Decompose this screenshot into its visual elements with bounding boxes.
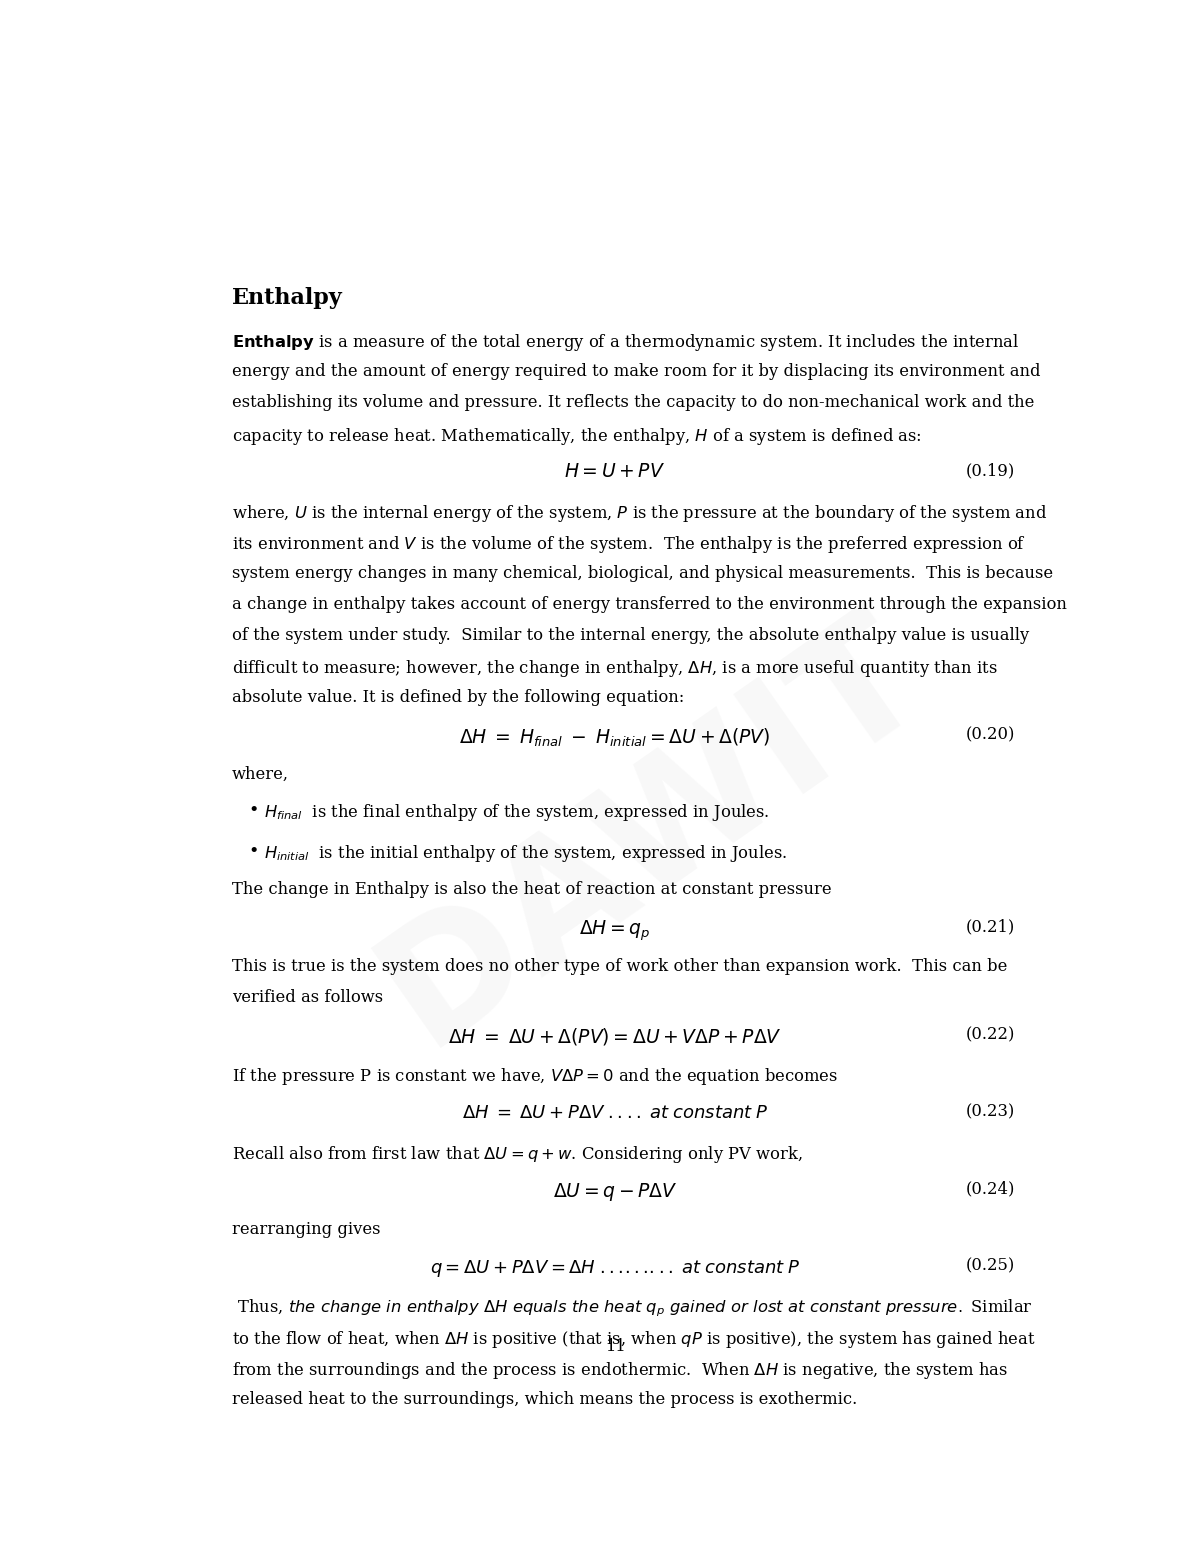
Text: Recall also from first law that $\Delta U = q + w$. Considering only PV work,: Recall also from first law that $\Delta … xyxy=(232,1143,803,1165)
Text: This is true is the system does no other type of work other than expansion work.: This is true is the system does no other… xyxy=(232,958,1007,975)
Text: of the system under study.  Similar to the internal energy, the absolute enthalp: of the system under study. Similar to th… xyxy=(232,627,1030,644)
Text: If the pressure P is constant we have, $V\Delta P = 0$ and the equation becomes: If the pressure P is constant we have, $… xyxy=(232,1067,838,1087)
Text: rearranging gives: rearranging gives xyxy=(232,1221,380,1238)
Text: (0.21): (0.21) xyxy=(966,918,1015,935)
Text: (0.19): (0.19) xyxy=(966,463,1015,480)
Text: where, $U$ is the internal energy of the system, $P$ is the pressure at the boun: where, $U$ is the internal energy of the… xyxy=(232,503,1046,523)
Text: •: • xyxy=(248,843,259,860)
Text: a change in enthalpy takes account of energy transferred to the environment thro: a change in enthalpy takes account of en… xyxy=(232,596,1067,613)
Text: $H = U + PV$: $H = U + PV$ xyxy=(564,463,666,480)
Text: $\Delta H \;=\; \Delta U + P\Delta V \;....\;at\;constant\;P$: $\Delta H \;=\; \Delta U + P\Delta V \;.… xyxy=(462,1104,768,1121)
Text: •: • xyxy=(248,803,259,820)
Text: $\mathbf{Enthalpy}$ is a measure of the total energy of a thermodynamic system. : $\mathbf{Enthalpy}$ is a measure of the … xyxy=(232,332,1019,353)
Text: (0.23): (0.23) xyxy=(966,1104,1015,1121)
Text: DAWIT: DAWIT xyxy=(352,587,953,1076)
Text: absolute value. It is defined by the following equation:: absolute value. It is defined by the fol… xyxy=(232,690,684,707)
Text: to the flow of heat, when $\Delta H$ is positive (that is, when $qP$ is positive: to the flow of heat, when $\Delta H$ is … xyxy=(232,1329,1036,1350)
Text: $\Delta H \;=\; \Delta U + \Delta(PV) = \Delta U + V\Delta P + P\Delta V$: $\Delta H \;=\; \Delta U + \Delta(PV) = … xyxy=(448,1027,782,1047)
Text: verified as follows: verified as follows xyxy=(232,989,383,1006)
Text: $\Delta H = q_p$: $\Delta H = q_p$ xyxy=(580,918,650,943)
Text: (0.22): (0.22) xyxy=(966,1027,1015,1044)
Text: energy and the amount of energy required to make room for it by displacing its e: energy and the amount of energy required… xyxy=(232,363,1040,380)
Text: difficult to measure; however, the change in enthalpy, $\Delta H$, is a more use: difficult to measure; however, the chang… xyxy=(232,658,997,679)
Text: capacity to release heat. Mathematically, the enthalpy, $H$ of a system is defin: capacity to release heat. Mathematically… xyxy=(232,426,922,447)
Text: (0.24): (0.24) xyxy=(966,1180,1015,1197)
Text: Enthalpy: Enthalpy xyxy=(232,287,342,309)
Text: system energy changes in many chemical, biological, and physical measurements.  : system energy changes in many chemical, … xyxy=(232,565,1052,582)
Text: Thus, $\mathit{the\ change\ in\ enthalpy\ \Delta H\ equals\ the\ heat\ q_p\ gain: Thus, $\mathit{the\ change\ in\ enthalpy… xyxy=(232,1298,1032,1320)
Text: $q = \Delta U + P\Delta V = \Delta H \;...\!...\!...\;at\;constant\;P$: $q = \Delta U + P\Delta V = \Delta H \;.… xyxy=(430,1258,800,1278)
Text: $\Delta H \;=\; H_{final} \;-\; H_{initial} = \Delta U + \Delta(PV)$: $\Delta H \;=\; H_{final} \;-\; H_{initi… xyxy=(460,727,770,749)
Text: $H_{final}$  is the final enthalpy of the system, expressed in Joules.: $H_{final}$ is the final enthalpy of the… xyxy=(264,803,770,823)
Text: $\Delta U = q - P\Delta V$: $\Delta U = q - P\Delta V$ xyxy=(553,1180,677,1202)
Text: (0.20): (0.20) xyxy=(966,727,1015,744)
Text: establishing its volume and pressure. It reflects the capacity to do non-mechani: establishing its volume and pressure. It… xyxy=(232,394,1034,412)
Text: (0.25): (0.25) xyxy=(966,1258,1015,1275)
Text: 11: 11 xyxy=(605,1337,625,1354)
Text: where,: where, xyxy=(232,766,289,783)
Text: from the surroundings and the process is endothermic.  When $\Delta H$ is negati: from the surroundings and the process is… xyxy=(232,1360,1008,1381)
Text: its environment and $V$ is the volume of the system.  The enthalpy is the prefer: its environment and $V$ is the volume of… xyxy=(232,534,1026,554)
Text: The change in Enthalpy is also the heat of reaction at constant pressure: The change in Enthalpy is also the heat … xyxy=(232,881,832,898)
Text: $H_{initial}$  is the initial enthalpy of the system, expressed in Joules.: $H_{initial}$ is the initial enthalpy of… xyxy=(264,843,787,863)
Text: released heat to the surroundings, which means the process is exothermic.: released heat to the surroundings, which… xyxy=(232,1391,857,1409)
